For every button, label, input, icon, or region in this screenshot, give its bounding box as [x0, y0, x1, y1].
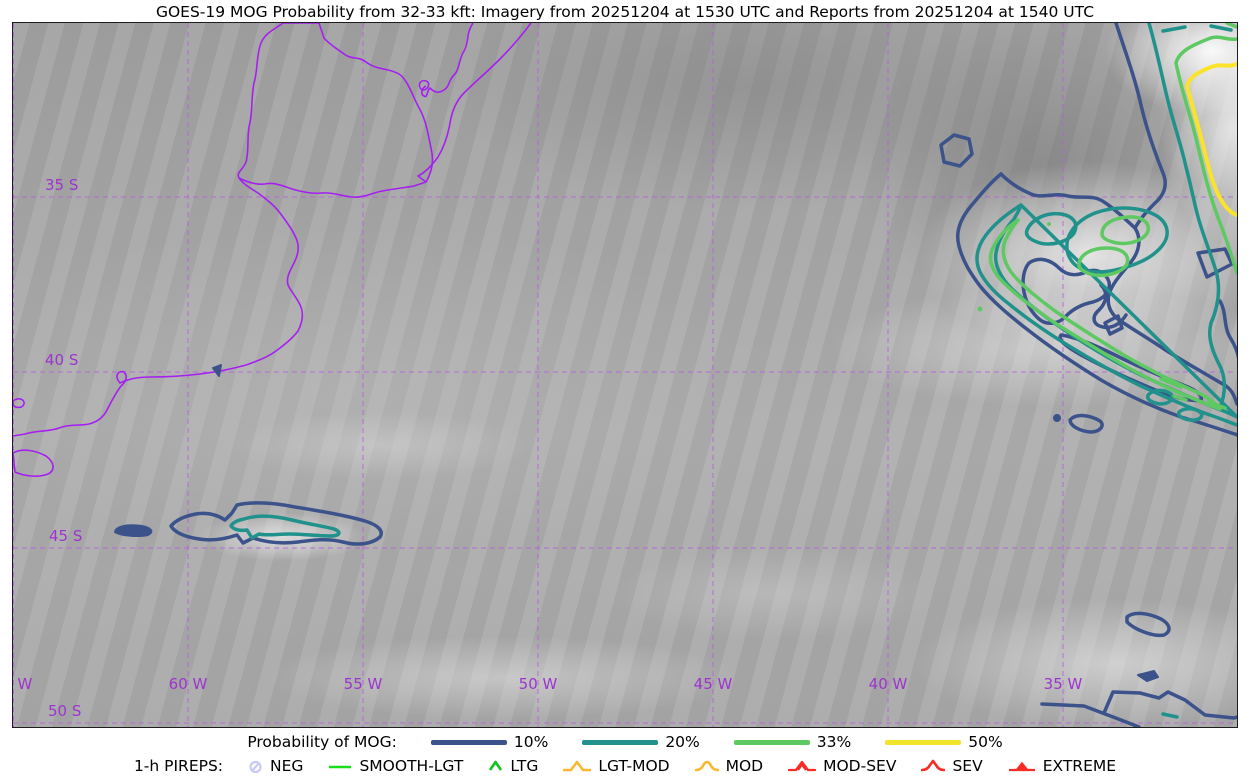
smooth-lgt-icon: [329, 765, 352, 769]
coastline-uruguay: [237, 23, 434, 198]
contour-50pct-swatch: [885, 739, 962, 745]
lon-label: 50 W: [519, 675, 558, 693]
lat-label: 35 S: [45, 176, 78, 194]
sev-icon: [921, 759, 946, 772]
lon-label: 35 W: [1044, 675, 1083, 693]
map-overlay: 35 S 40 S 45 S 50 S 65 W 60 W 55 W 50 W …: [13, 23, 1237, 727]
legend-mog-value: 20%: [665, 733, 700, 751]
legend-mog-item-10: 10%: [430, 733, 549, 751]
legend-pirep-mod: MOD: [694, 757, 763, 775]
legend-pirep-extreme: EXTREME: [1008, 757, 1116, 775]
legend-mog-value: 33%: [816, 733, 852, 751]
mod-icon: [694, 760, 719, 772]
legend-pireps-row: 1-h PIREPS: NEG SMOOTH-LGT LTG LGT-MOD M…: [0, 757, 1250, 775]
ltg-icon: [489, 760, 503, 771]
coastline-peninsula: [13, 449, 54, 477]
legend-pirep-smooth-lgt: SMOOTH-LGT: [328, 757, 463, 775]
coastlines: [13, 23, 532, 477]
contour-20pct-swatch: [582, 739, 659, 745]
legend-pirep-lgt-mod: LGT-MOD: [563, 757, 670, 775]
mog-contours-10pct: [114, 23, 1237, 727]
page-title: GOES-19 MOG Probability from 32-33 kft: …: [155, 3, 1095, 21]
coastline-island: [13, 398, 25, 409]
legend-mog-value: 50%: [968, 733, 1003, 751]
legend-pirep-sev: SEV: [921, 757, 983, 775]
lon-label: 45 W: [694, 675, 733, 693]
legend-mog-item-33: 33%: [733, 733, 852, 751]
lat-label: 50 S: [48, 702, 81, 720]
mog-contours-50pct: [1185, 62, 1237, 217]
legend-mog-label: Probability of MOG:: [247, 733, 397, 751]
extreme-icon: [1008, 761, 1035, 772]
grid-lines: [13, 23, 1237, 727]
grid-labels: 35 S 40 S 45 S 50 S 65 W 60 W 55 W 50 W …: [13, 176, 1083, 720]
lon-label: 55 W: [344, 675, 383, 693]
legend-mog-item-50: 50%: [885, 733, 1003, 751]
lat-label: 40 S: [45, 351, 78, 369]
legend-mog-row: Probability of MOG: 10% 20% 33% 50%: [0, 733, 1250, 751]
contour-33pct-swatch: [733, 739, 810, 745]
lon-label: 65 W: [13, 675, 33, 693]
legend-pirep-mod-sev: MOD-SEV: [788, 757, 896, 775]
legend-mog-item-20: 20%: [582, 733, 700, 751]
coastline-brazil: [417, 23, 532, 183]
satellite-map: 35 S 40 S 45 S 50 S 65 W 60 W 55 W 50 W …: [12, 22, 1238, 728]
lat-label: 45 S: [49, 527, 82, 545]
lon-label: 40 W: [869, 675, 908, 693]
lon-label: 60 W: [169, 675, 208, 693]
lgt-mod-icon: [563, 760, 592, 772]
coastline-lagoon: [418, 23, 474, 98]
coastline-argentina: [13, 177, 304, 437]
legend-pirep-neg: NEG: [248, 757, 303, 775]
contour-10pct-swatch: [430, 739, 507, 745]
mod-sev-icon: [788, 760, 817, 772]
legend-mog-value: 10%: [513, 733, 549, 751]
mog-contours-33pct: [977, 23, 1237, 411]
legend-pirep-ltg: LTG: [488, 757, 538, 775]
neg-icon: [249, 760, 262, 773]
legend-pireps-label: 1-h PIREPS:: [133, 757, 224, 775]
